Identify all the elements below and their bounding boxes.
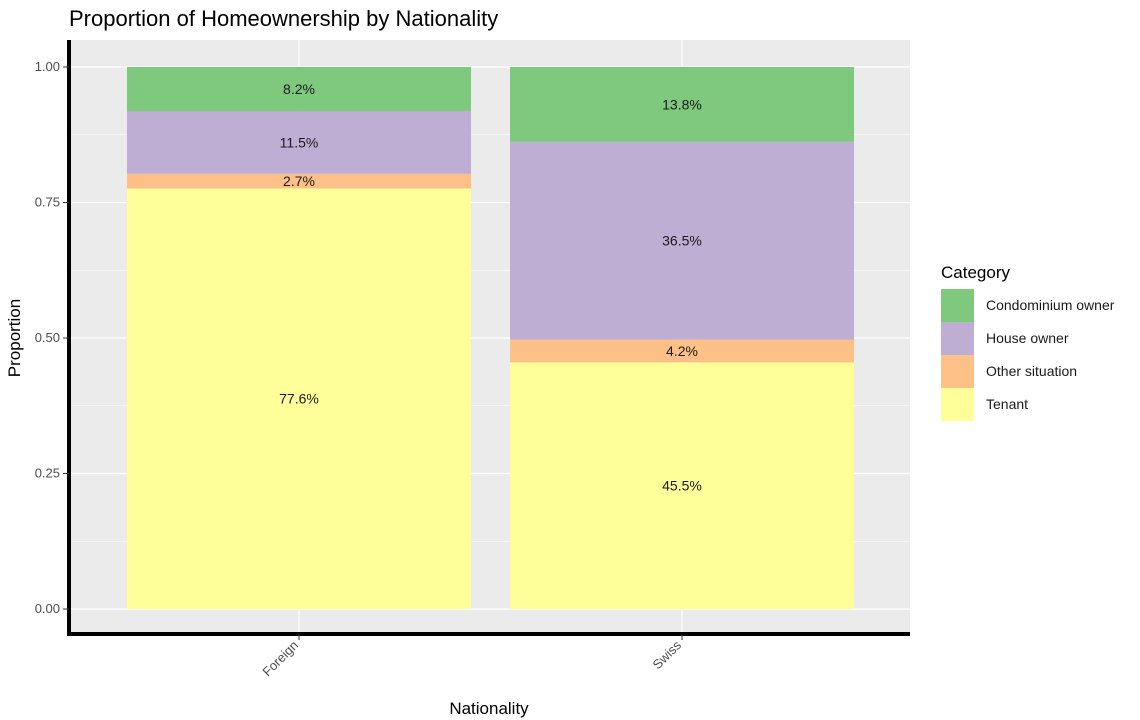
bar-stack-group: 77.6% 2.7% 11.5% 8.2% 45.5% 4.2% 36.5% 13.8%: [127, 67, 854, 609]
bar-segment: [510, 339, 854, 363]
bar-segment: [127, 67, 471, 112]
legend-swatch: [941, 322, 974, 355]
legend-label: Other situation: [986, 363, 1077, 379]
legend-label: House owner: [986, 330, 1069, 346]
bar-value-label: 36.5%: [662, 233, 702, 249]
y-axis-title: Proportion: [5, 299, 24, 377]
legend-swatch: [941, 388, 974, 421]
bar-segment: [510, 362, 854, 609]
bar-value-label: 2.7%: [283, 173, 315, 189]
x-axis-title: Nationality: [449, 699, 529, 718]
bar-value-label: 45.5%: [662, 478, 702, 494]
y-tick-label: 0.25: [35, 466, 60, 481]
y-tick-label: 0.75: [35, 195, 60, 210]
bar-segment: [510, 67, 854, 142]
y-tick-label: 0.00: [35, 601, 60, 616]
y-tick-label: 1.00: [35, 59, 60, 74]
bar-segment: [510, 141, 854, 340]
legend: Category Condominium owner House owner Oth…: [941, 263, 1115, 421]
bar-value-label: 13.8%: [662, 96, 702, 112]
x-tick-label: Swiss: [650, 637, 685, 672]
x-tick-label: Foreign: [259, 638, 301, 680]
bar-segment: [127, 173, 471, 189]
chart-title: Proportion of Homeownership by Nationali…: [69, 6, 498, 31]
y-tick-label: 0.50: [35, 330, 60, 345]
legend-label: Tenant: [986, 396, 1028, 412]
bar-segment: [127, 188, 471, 609]
legend-title: Category: [941, 263, 1010, 282]
bar-value-label: 77.6%: [279, 391, 319, 407]
bar-value-label: 8.2%: [283, 81, 315, 97]
legend-swatch: [941, 355, 974, 388]
legend-swatch: [941, 289, 974, 322]
bar-value-label: 11.5%: [280, 135, 319, 151]
bar-value-label: 4.2%: [666, 343, 698, 359]
legend-label: Condominium owner: [986, 297, 1115, 313]
bar-segment: [127, 111, 471, 174]
